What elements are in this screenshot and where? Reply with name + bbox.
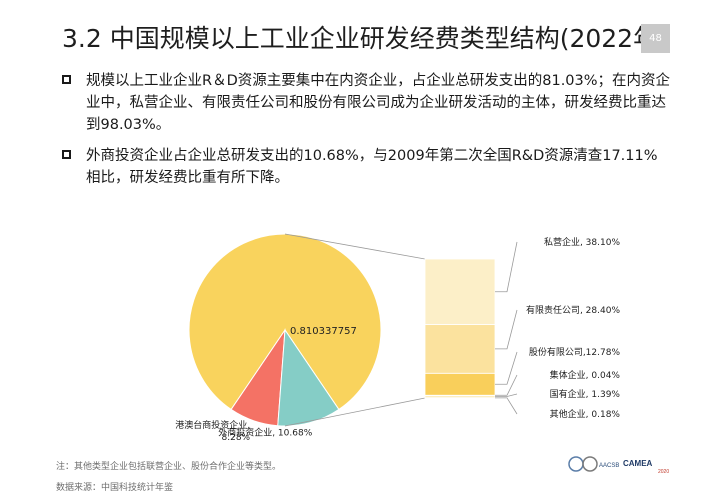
leader-line bbox=[495, 309, 518, 350]
seal-logo-icon bbox=[582, 456, 598, 472]
aacsb-logo: AACSB bbox=[599, 463, 619, 469]
bullet-list: 规模以上工业企业R＆D资源主要集中在内资企业，占企业总研发支出的81.03%；在… bbox=[62, 70, 672, 198]
bar-segment-label: 私营企业, 38.10% bbox=[544, 236, 620, 248]
connector-line bbox=[284, 397, 426, 427]
leader-line bbox=[495, 241, 518, 293]
leader-line bbox=[495, 374, 518, 396]
pie-value-label: 0.810337757 bbox=[290, 326, 357, 337]
bar-segment-label: 股份有限公司,12.78% bbox=[529, 346, 621, 358]
seal-logo-icon bbox=[568, 456, 584, 472]
bar-segment-label: 有限责任公司, 28.40% bbox=[526, 304, 620, 316]
bar-segment bbox=[424, 258, 496, 325]
bullet-text: 外商投资企业占企业总研发支出的10.68%，与2009年第二次全国R&D资源清查… bbox=[86, 148, 658, 186]
leader-line bbox=[495, 393, 518, 397]
bullet-item: 规模以上工业企业R＆D资源主要集中在内资企业，占企业总研发支出的81.03%；在… bbox=[62, 70, 672, 136]
bullet-square-icon bbox=[62, 75, 71, 84]
bar-segment bbox=[424, 372, 496, 396]
bullet-item: 外商投资企业占企业总研发支出的10.68%，与2009年第二次全国R&D资源清查… bbox=[62, 145, 672, 189]
pie-slice bbox=[188, 233, 382, 411]
leader-line bbox=[495, 397, 518, 415]
connector-line bbox=[284, 233, 426, 260]
bar-segment-label: 国有企业, 1.39% bbox=[550, 388, 621, 400]
institution-logos: AACSB CAMEA 2020 bbox=[568, 453, 680, 479]
bar-segment bbox=[424, 324, 496, 374]
camea-year: 2020 bbox=[658, 469, 669, 475]
pie-slice bbox=[277, 328, 340, 427]
bullet-square-icon bbox=[62, 150, 71, 159]
data-source: 数据来源：中国科技统计年鉴 bbox=[56, 483, 174, 493]
pie-slice-label: 8.28% bbox=[222, 433, 251, 443]
bar-segment-label: 其他企业, 0.18% bbox=[550, 408, 621, 420]
pie-slice-label: 外商投资企业, 10.68% bbox=[218, 426, 312, 438]
page-title: 3.2 中国规模以上工业企业研发经费类型结构(2022年) bbox=[62, 24, 668, 53]
bar-segment-label: 集体企业, 0.04% bbox=[550, 369, 621, 381]
leader-line bbox=[495, 351, 518, 385]
bullet-text: 规模以上工业企业R＆D资源主要集中在内资企业，占企业总研发支出的81.03%；在… bbox=[86, 73, 671, 133]
page-number: 48 bbox=[641, 24, 670, 53]
pie-slice-label: 港澳台商投资企业, bbox=[175, 419, 250, 431]
camea-logo: CAMEA bbox=[623, 459, 653, 468]
footnote: 注：其他类型企业包括联营企业、股份合作企业等类型。 bbox=[56, 462, 282, 472]
